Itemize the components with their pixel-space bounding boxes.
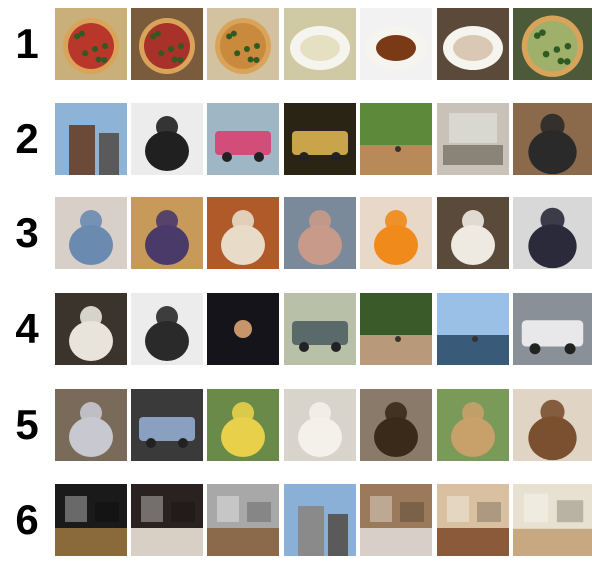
office-room-photo [131, 484, 203, 556]
city-street-photo [284, 484, 356, 556]
baseball-field-photo [360, 103, 432, 175]
row-number-label: 2 [15, 115, 39, 162]
row-number-label: 6 [15, 496, 39, 543]
teddy-bear-photo [284, 389, 356, 461]
bulldog-photo [207, 197, 279, 269]
grid-row: 1 [0, 8, 592, 80]
pizza-photo [131, 8, 203, 80]
giraffes-photo [437, 389, 509, 461]
cat-photo [55, 293, 127, 365]
motorcyclist-photo [513, 197, 592, 269]
pizza-photo [207, 8, 279, 80]
grid-row: 3 [0, 197, 592, 269]
row-number-label: 3 [15, 209, 39, 256]
child-photo [55, 197, 127, 269]
kite-beach-photo [437, 293, 509, 365]
dumplings-photo [284, 8, 356, 80]
grid-row: 6 [0, 484, 592, 556]
man-eating-photo [131, 197, 203, 269]
bird-photo [207, 389, 279, 461]
row-number-label: 4 [15, 305, 39, 352]
polar-bears-photo [437, 197, 509, 269]
row-number-label: 5 [15, 401, 39, 448]
fence-yard-photo [360, 293, 432, 365]
car-interior-photo [131, 389, 203, 461]
baby-orange-photo [360, 197, 432, 269]
pizza-photo [55, 8, 127, 80]
kitchen-photo [360, 484, 432, 556]
skateboarder-photo [131, 103, 203, 175]
grid-row: 4 [0, 293, 592, 365]
skier-photo [131, 293, 203, 365]
grid-row: 5 [0, 389, 592, 461]
laptop-photo [437, 103, 509, 175]
husky-photo [55, 389, 127, 461]
empty-room-photo [207, 484, 279, 556]
wooden-chest-photo [513, 389, 592, 461]
bison-photo [360, 389, 432, 461]
skateboarder-photo [513, 103, 592, 175]
restaurant-table-photo [437, 8, 509, 80]
city-bus-photo [513, 293, 592, 365]
dark-kitchen-photo [55, 484, 127, 556]
grid-row: 2 [0, 103, 592, 175]
girl-photo [284, 197, 356, 269]
victorian-house-photo [55, 103, 127, 175]
bathroom-photo [513, 484, 592, 556]
bus-photo [284, 103, 356, 175]
pizza-photo [513, 8, 592, 80]
stir-fry-plate-photo [360, 8, 432, 80]
moon-photo [207, 293, 279, 365]
car-photo [284, 293, 356, 365]
food-truck-photo [207, 103, 279, 175]
row-number-label: 1 [15, 20, 39, 67]
kitchen-photo [437, 484, 509, 556]
